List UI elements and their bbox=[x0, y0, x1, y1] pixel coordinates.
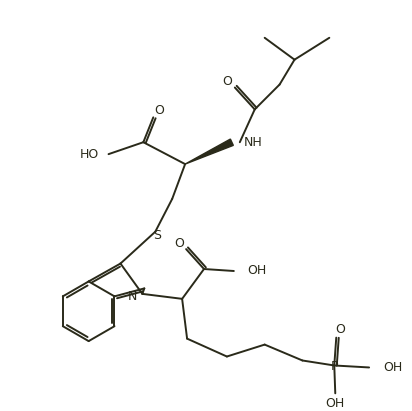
Text: HO: HO bbox=[80, 148, 98, 161]
Text: O: O bbox=[154, 104, 164, 117]
Text: OH: OH bbox=[325, 397, 345, 410]
Text: NH: NH bbox=[244, 136, 262, 149]
Text: O: O bbox=[335, 323, 345, 336]
Text: P: P bbox=[330, 360, 338, 373]
Text: OH: OH bbox=[383, 361, 402, 374]
Polygon shape bbox=[185, 139, 233, 164]
Text: O: O bbox=[222, 75, 232, 88]
Text: O: O bbox=[174, 237, 184, 249]
Text: S: S bbox=[153, 229, 161, 242]
Text: OH: OH bbox=[247, 265, 266, 277]
Text: N: N bbox=[128, 290, 137, 303]
